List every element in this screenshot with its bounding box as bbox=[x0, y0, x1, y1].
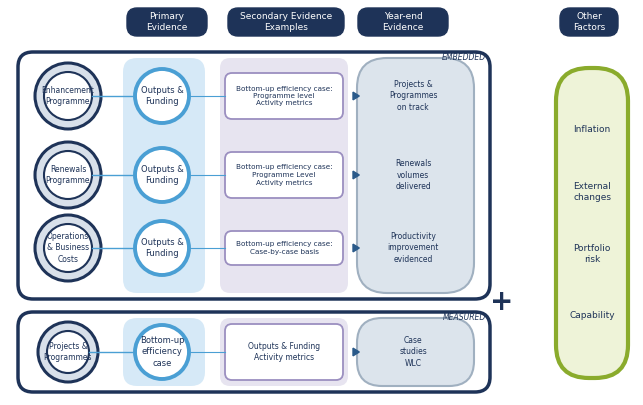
Text: MEASURED: MEASURED bbox=[443, 313, 486, 322]
Text: Projects &
Programmes: Projects & Programmes bbox=[44, 342, 92, 362]
FancyBboxPatch shape bbox=[560, 8, 618, 36]
Text: Productivity
improvement
evidenced: Productivity improvement evidenced bbox=[387, 232, 439, 264]
Circle shape bbox=[44, 72, 92, 120]
Text: Renewals
volumes
delivered: Renewals volumes delivered bbox=[395, 160, 431, 191]
Text: Case
studies
WLC: Case studies WLC bbox=[399, 337, 427, 368]
Text: EMBEDDED: EMBEDDED bbox=[442, 53, 486, 62]
Text: Outputs &
Funding: Outputs & Funding bbox=[141, 86, 183, 106]
Text: Inflation: Inflation bbox=[574, 126, 611, 134]
FancyBboxPatch shape bbox=[123, 58, 205, 293]
Text: Bottom-up efficiency case:
Programme level
Activity metrics: Bottom-up efficiency case: Programme lev… bbox=[235, 85, 332, 107]
FancyBboxPatch shape bbox=[18, 52, 490, 299]
Circle shape bbox=[44, 224, 92, 272]
Circle shape bbox=[35, 63, 101, 129]
FancyBboxPatch shape bbox=[225, 73, 343, 119]
Circle shape bbox=[135, 221, 189, 275]
Text: Outputs &
Funding: Outputs & Funding bbox=[141, 165, 183, 185]
Circle shape bbox=[35, 142, 101, 208]
Text: Other
Factors: Other Factors bbox=[573, 12, 605, 32]
Text: External
changes: External changes bbox=[573, 182, 611, 202]
FancyBboxPatch shape bbox=[225, 324, 343, 380]
Circle shape bbox=[135, 148, 189, 202]
Polygon shape bbox=[353, 244, 359, 252]
Circle shape bbox=[35, 215, 101, 281]
Text: Projects &
Programmes
on track: Projects & Programmes on track bbox=[389, 81, 437, 112]
FancyBboxPatch shape bbox=[358, 8, 448, 36]
Text: Secondary Evidence
Examples: Secondary Evidence Examples bbox=[240, 12, 332, 32]
Circle shape bbox=[44, 151, 92, 199]
Circle shape bbox=[38, 322, 98, 382]
Text: Outputs & Funding
Activity metrics: Outputs & Funding Activity metrics bbox=[248, 342, 320, 362]
Circle shape bbox=[135, 69, 189, 123]
Text: Portfolio
risk: Portfolio risk bbox=[574, 244, 611, 264]
FancyBboxPatch shape bbox=[357, 318, 474, 386]
Text: Enhancement
Programme: Enhancement Programme bbox=[42, 86, 95, 106]
Text: Operations
& Business
Costs: Operations & Business Costs bbox=[47, 232, 89, 264]
Polygon shape bbox=[353, 171, 359, 179]
FancyBboxPatch shape bbox=[225, 152, 343, 198]
Polygon shape bbox=[353, 348, 359, 356]
Text: Capability: Capability bbox=[569, 311, 615, 320]
Text: Bottom-up efficiency case:
Programme Level
Activity metrics: Bottom-up efficiency case: Programme Lev… bbox=[235, 164, 332, 185]
FancyBboxPatch shape bbox=[123, 318, 205, 386]
FancyBboxPatch shape bbox=[127, 8, 207, 36]
FancyBboxPatch shape bbox=[220, 58, 348, 293]
FancyBboxPatch shape bbox=[228, 8, 344, 36]
Text: Bottom-up efficiency case:
Case-by-case basis: Bottom-up efficiency case: Case-by-case … bbox=[235, 241, 332, 255]
FancyBboxPatch shape bbox=[556, 68, 628, 378]
Text: Primary
Evidence: Primary Evidence bbox=[147, 12, 188, 32]
Text: Year-end
Evidence: Year-end Evidence bbox=[383, 12, 424, 32]
Circle shape bbox=[47, 331, 89, 373]
FancyBboxPatch shape bbox=[357, 58, 474, 293]
FancyBboxPatch shape bbox=[18, 312, 490, 392]
Text: +: + bbox=[491, 288, 514, 316]
Text: Outputs &
Funding: Outputs & Funding bbox=[141, 238, 183, 258]
FancyBboxPatch shape bbox=[225, 231, 343, 265]
FancyBboxPatch shape bbox=[220, 318, 348, 386]
Circle shape bbox=[135, 325, 189, 379]
Polygon shape bbox=[353, 92, 359, 100]
Text: Bottom-up
efficiency
case: Bottom-up efficiency case bbox=[140, 337, 185, 368]
Text: Renewals
Programme: Renewals Programme bbox=[46, 165, 90, 185]
